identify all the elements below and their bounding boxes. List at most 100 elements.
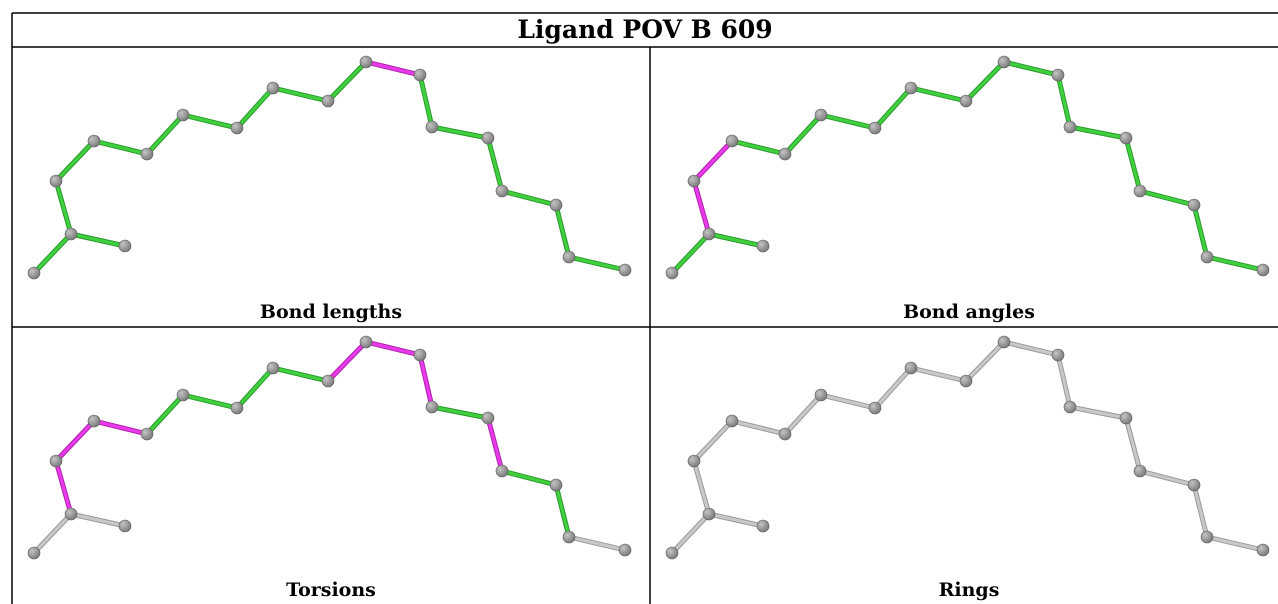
panel-bond-lengths <box>27 55 632 280</box>
bond-13 <box>485 135 505 194</box>
bond-1 <box>706 231 766 249</box>
atom-17 <box>1256 543 1270 557</box>
bond-12 <box>429 124 491 141</box>
bond-13 <box>1123 135 1143 194</box>
atom-10 <box>997 335 1011 349</box>
atom-2 <box>118 239 132 253</box>
panel-bond-angles <box>665 55 1270 280</box>
atom-9 <box>959 374 973 388</box>
atom-1 <box>64 507 78 521</box>
atom-10 <box>997 55 1011 69</box>
bond-8 <box>908 365 969 384</box>
atom-16 <box>562 530 576 544</box>
bond-15 <box>1191 202 1210 260</box>
bond-7 <box>234 365 276 411</box>
atom-4 <box>725 134 739 148</box>
atom-15 <box>549 198 563 212</box>
atom-15 <box>549 478 563 492</box>
bond-5 <box>782 392 824 437</box>
bond-0 <box>31 231 74 276</box>
atom-11 <box>1051 68 1065 82</box>
bond-3 <box>691 418 735 464</box>
bond-0 <box>669 511 712 556</box>
atom-17 <box>618 543 632 557</box>
bond-12 <box>429 404 491 421</box>
atom-6 <box>814 108 828 122</box>
atom-3 <box>687 174 701 188</box>
bond-14 <box>1137 468 1197 488</box>
atom-5 <box>778 147 792 161</box>
bond-9 <box>325 59 369 104</box>
bond-14 <box>499 468 559 488</box>
panel-label-bond-angles: Bond angles <box>903 301 1035 323</box>
atom-12 <box>1063 120 1077 134</box>
atom-13 <box>1119 411 1133 425</box>
atom-16 <box>1200 250 1214 264</box>
bond-11 <box>417 72 435 130</box>
atom-13 <box>1119 131 1133 145</box>
bond-7 <box>872 85 914 131</box>
atom-14 <box>495 464 509 478</box>
atom-8 <box>266 361 280 375</box>
atom-5 <box>140 147 154 161</box>
bond-16 <box>566 254 628 273</box>
bond-13 <box>485 415 505 474</box>
bond-10 <box>363 339 423 358</box>
bond-3 <box>691 138 735 184</box>
bond-6 <box>180 112 240 131</box>
bond-3 <box>53 418 97 464</box>
bond-10 <box>1001 339 1061 358</box>
atom-6 <box>176 388 190 402</box>
atom-6 <box>814 388 828 402</box>
bond-11 <box>417 352 435 410</box>
atom-3 <box>49 174 63 188</box>
atom-2 <box>756 239 770 253</box>
atom-17 <box>618 263 632 277</box>
bond-1 <box>706 511 766 529</box>
atom-12 <box>1063 400 1077 414</box>
panel-label-rings: Rings <box>938 579 1000 601</box>
bond-11 <box>1055 352 1073 410</box>
atom-1 <box>64 227 78 241</box>
atom-17 <box>1256 263 1270 277</box>
atom-3 <box>49 454 63 468</box>
bond-0 <box>31 511 74 556</box>
bond-10 <box>363 59 423 78</box>
bond-4 <box>91 418 150 437</box>
bond-5 <box>782 112 824 157</box>
atom-13 <box>481 411 495 425</box>
figure-title: Ligand POV B 609 <box>517 15 773 44</box>
atom-7 <box>868 121 882 135</box>
bond-0 <box>669 231 712 276</box>
atom-16 <box>1200 530 1214 544</box>
atom-14 <box>1133 464 1147 478</box>
atom-16 <box>562 250 576 264</box>
bond-6 <box>180 392 240 411</box>
atom-5 <box>778 427 792 441</box>
atom-9 <box>959 94 973 108</box>
bond-9 <box>963 59 1007 104</box>
bond-14 <box>1137 188 1197 208</box>
panel-torsions <box>27 335 632 560</box>
bond-4 <box>729 138 788 157</box>
atom-1 <box>702 507 716 521</box>
bond-8 <box>908 85 969 104</box>
atom-14 <box>1133 184 1147 198</box>
bond-12 <box>1067 124 1129 141</box>
bond-11 <box>1055 72 1073 130</box>
bond-13 <box>1123 415 1143 474</box>
panel-label-bond-lengths: Bond lengths <box>259 301 403 323</box>
bond-2 <box>53 458 74 517</box>
atom-10 <box>359 55 373 69</box>
atom-7 <box>230 121 244 135</box>
bond-6 <box>818 112 878 131</box>
bond-1 <box>68 231 128 249</box>
bond-3 <box>53 138 97 184</box>
bond-10 <box>1001 59 1061 78</box>
atom-4 <box>725 414 739 428</box>
bond-16 <box>1204 534 1266 553</box>
bond-12 <box>1067 404 1129 421</box>
bond-1 <box>68 511 128 529</box>
bond-8 <box>270 85 331 104</box>
